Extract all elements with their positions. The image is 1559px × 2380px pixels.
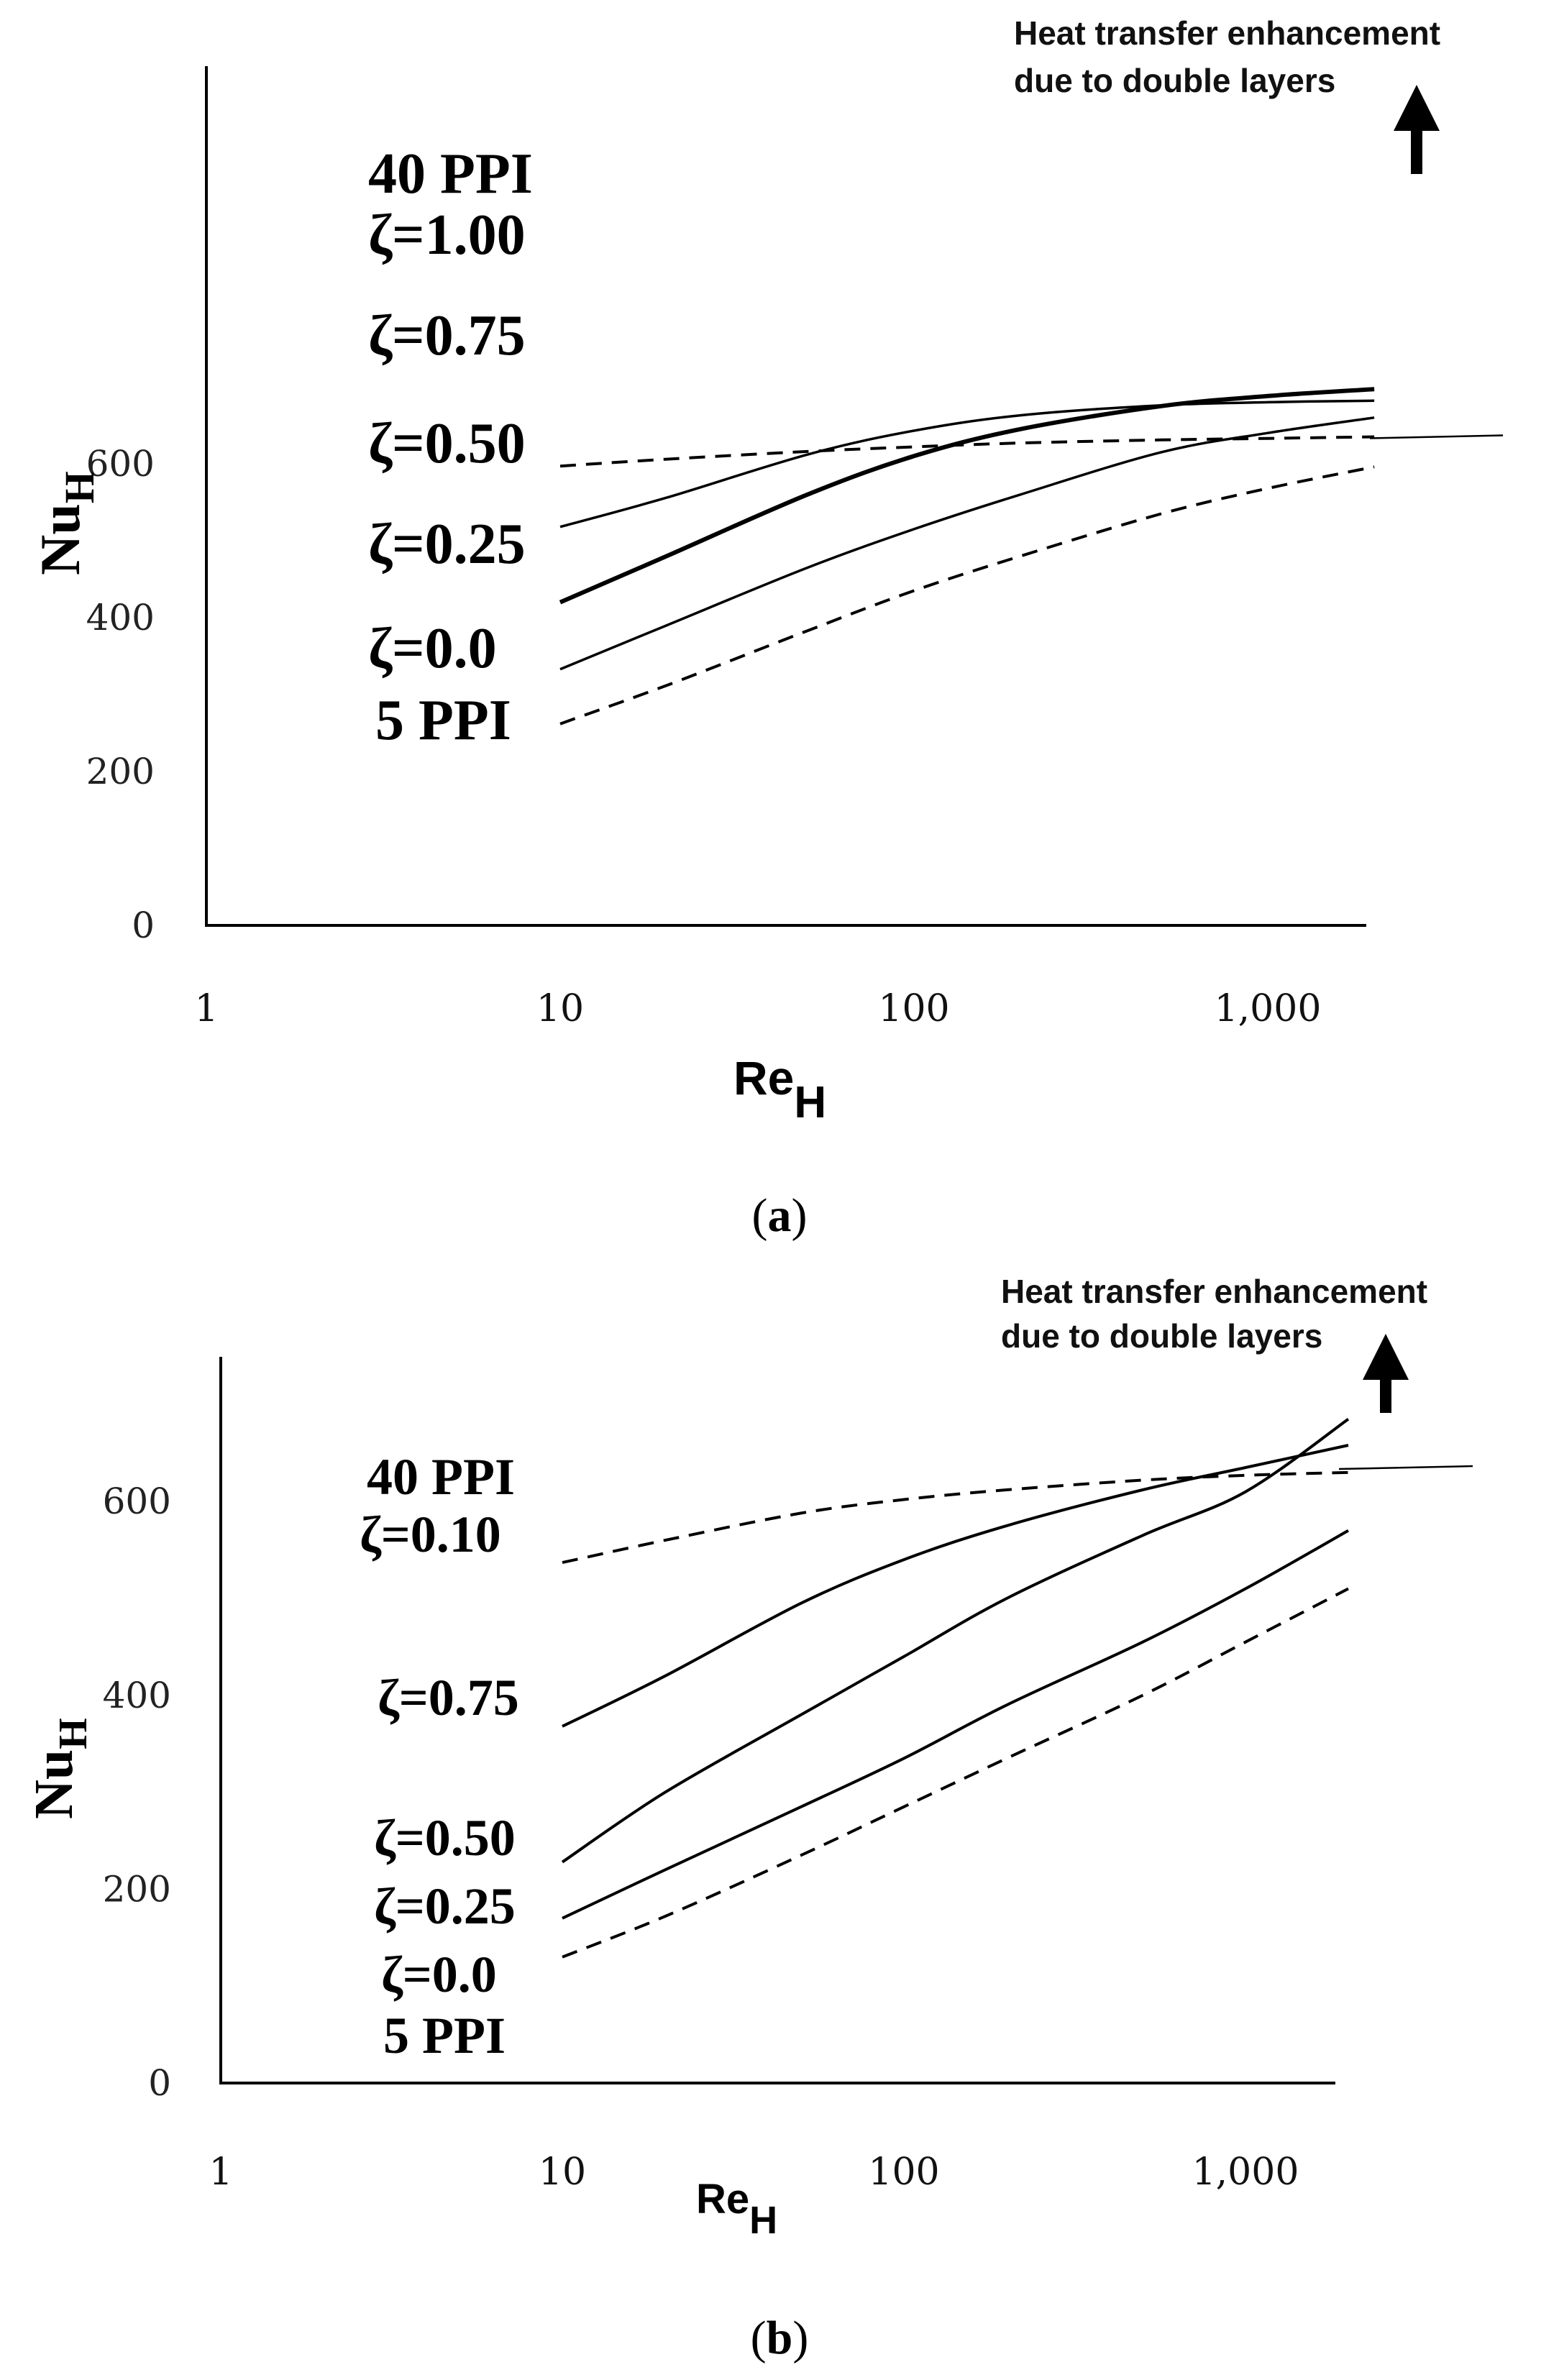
panel-a-annotation-line1: Heat transfer enhancement bbox=[1014, 14, 1440, 52]
panel-b-y-tick-label: 400 bbox=[103, 1675, 171, 1716]
panel-b-x-tick-label: 1 bbox=[209, 2151, 232, 2194]
panel-a-label-zeta-1-00: ζ=1.00 bbox=[368, 203, 526, 267]
panel-b-label-zeta-0-50: ζ=0.50 bbox=[374, 1809, 516, 1867]
panel-b-label-40ppi: 40 PPI bbox=[367, 1448, 515, 1506]
panel-a-series-line-0 bbox=[559, 435, 1375, 468]
panel-b-annotation-line2: due to double layers bbox=[1001, 1317, 1322, 1355]
panel-b: 0 200 400 600 1 10 100 1,000 NuH ReH 40 PPI ζ=… bbox=[24, 1273, 1473, 2364]
panel-b-x-tick-label: 100 bbox=[868, 2151, 939, 2194]
panel-b-series-line-0 bbox=[562, 1470, 1349, 1565]
panel-a-x-axis-title: ReH bbox=[733, 1051, 826, 1127]
panel-a-y-axis-title: NuH bbox=[29, 471, 103, 575]
panel-b-label-zeta-0-25: ζ=0.25 bbox=[374, 1877, 516, 1935]
panel-a-x-tick-label: 10 bbox=[536, 987, 584, 1030]
panel-a-caption: (a) bbox=[752, 1189, 808, 1242]
panel-a-series-line-3 bbox=[559, 416, 1375, 671]
panel-b-x-tick-label: 1,000 bbox=[1192, 2151, 1299, 2194]
panel-b-y-tick-label: 0 bbox=[148, 2062, 171, 2104]
panel-b-x-tick-label: 10 bbox=[539, 2151, 586, 2194]
panel-b-y-tick-label: 200 bbox=[103, 1868, 171, 1910]
panel-a-series-line-1 bbox=[559, 399, 1375, 528]
panel-b-y-axis-title: NuH bbox=[24, 1718, 96, 1819]
panel-b-label-zeta-0-0: ζ=0.0 bbox=[381, 1946, 497, 2003]
panel-a-label-zeta-0-50: ζ=0.50 bbox=[368, 412, 526, 475]
panel-b-series-line-4 bbox=[562, 1587, 1349, 1959]
panel-a-series-line-2 bbox=[559, 387, 1375, 605]
panel-a-x-tick-label: 1,000 bbox=[1215, 987, 1322, 1030]
panel-a-annotation-line2: due to double layers bbox=[1014, 62, 1335, 99]
panel-a-series-line-4 bbox=[559, 465, 1375, 726]
panel-b-x-axis-title: ReH bbox=[696, 2176, 777, 2242]
panel-a-y-tick-label: 400 bbox=[86, 597, 155, 639]
panel-b-series-line-3 bbox=[562, 1529, 1349, 1920]
panel-b-caption: (b) bbox=[751, 2312, 809, 2364]
panel-a: 0 200 400 600 1 10 100 1,000 NuH ReH 40 PPI ζ=… bbox=[29, 14, 1504, 1242]
panel-b-series-line-2 bbox=[561, 1417, 1350, 1864]
panel-a-y-tick-label: 0 bbox=[132, 905, 155, 946]
panel-b-annotation-line1: Heat transfer enhancement bbox=[1001, 1273, 1427, 1310]
panel-b-y-tick-label: 600 bbox=[103, 1480, 171, 1522]
panel-a-x-tick-label: 100 bbox=[878, 987, 949, 1030]
panel-a-x-tick-label: 1 bbox=[194, 987, 218, 1030]
panel-a-label-40ppi: 40 PPI bbox=[368, 142, 533, 206]
panel-b-series-line-1 bbox=[562, 1444, 1349, 1728]
panel-a-label-zeta-0-75: ζ=0.75 bbox=[368, 304, 526, 367]
panel-a-label-zeta-0-0: ζ=0.0 bbox=[368, 617, 497, 680]
panel-a-label-5ppi: 5 PPI bbox=[375, 689, 511, 752]
panel-b-label-zeta-0-10: ζ=0.10 bbox=[360, 1506, 501, 1563]
panel-a-label-zeta-0-25: ζ=0.25 bbox=[368, 513, 526, 576]
panel-b-reference-line bbox=[1338, 1465, 1473, 1470]
panel-a-y-tick-label: 200 bbox=[86, 751, 155, 792]
panel-a-reference-line bbox=[1369, 434, 1504, 439]
panel-a-y-tick-label: 600 bbox=[86, 443, 155, 485]
panel-b-label-5ppi: 5 PPI bbox=[383, 2007, 506, 2064]
panel-b-label-zeta-0-75: ζ=0.75 bbox=[378, 1669, 519, 1726]
